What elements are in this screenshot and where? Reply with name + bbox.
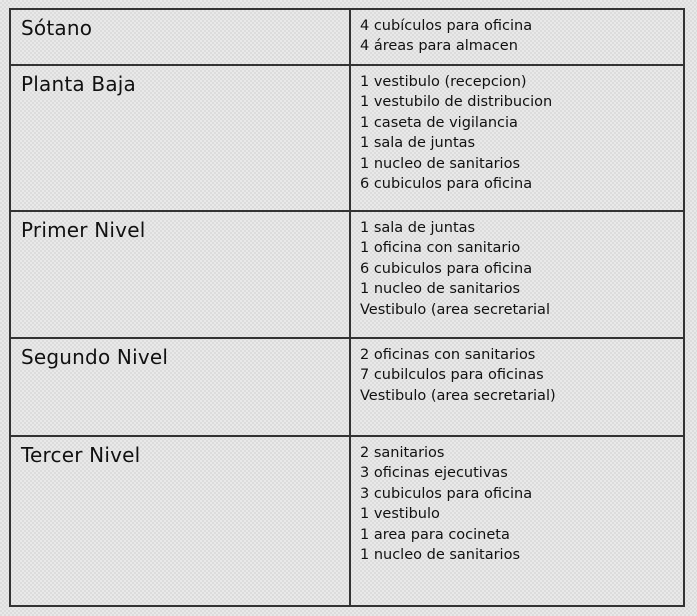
space-item: 1 nucleo de sanitarios xyxy=(360,281,520,298)
space-item: 1 sala de juntas xyxy=(360,135,476,152)
table-row: Primer Nivel 1 sala de juntas 1 oficina co… xyxy=(9,210,685,339)
space-item: Vestibulo (area secretarial) xyxy=(360,387,556,404)
level-name: Sótano xyxy=(9,8,351,66)
space-item: 1 nucleo de sanitarios xyxy=(360,547,520,564)
space-item: 1 sala de juntas xyxy=(360,220,476,236)
space-item: 1 vestibulo xyxy=(360,506,440,523)
space-item: 1 vestubilo de distribucion xyxy=(360,94,553,111)
floor-program-table: Sótano 4 cubículos para oficina 4 áreas pa… xyxy=(9,8,685,607)
space-item: 2 oficinas con sanitarios xyxy=(360,347,536,363)
space-item: 4 cubículos para oficina xyxy=(360,18,533,34)
level-spaces: 4 cubículos para oficina 4 áreas para alm… xyxy=(349,8,685,66)
table-row: Tercer Nivel 2 sanitarios 3 oficinas ejecu… xyxy=(9,435,685,607)
level-name: Tercer Nivel xyxy=(9,435,351,607)
space-item: 2 sanitarios xyxy=(360,445,445,461)
space-item: 3 oficinas ejecutivas xyxy=(360,465,508,482)
level-spaces: 2 sanitarios 3 oficinas ejecutivas 3 cubic… xyxy=(349,435,685,607)
level-name: Planta Baja xyxy=(9,64,351,212)
space-item: 4 áreas para almacen xyxy=(360,38,518,55)
space-item: 6 cubiculos para oficina xyxy=(360,176,533,193)
space-item: 1 vestibulo (recepcion) xyxy=(360,74,527,90)
level-name: Primer Nivel xyxy=(9,210,351,339)
space-item: 3 cubiculos para oficina xyxy=(360,485,533,502)
space-item: 1 area para cocineta xyxy=(360,526,510,543)
space-item: Vestibulo (area secretarial xyxy=(360,301,550,318)
level-spaces: 2 oficinas con sanitarios 7 cubilculos pa… xyxy=(349,337,685,437)
space-item: 6 cubiculos para oficina xyxy=(360,260,533,277)
space-item: 7 cubilculos para oficinas xyxy=(360,367,544,384)
space-item: 1 nucleo de sanitarios xyxy=(360,155,520,172)
table-row: Sótano 4 cubículos para oficina 4 áreas pa… xyxy=(9,8,685,66)
table-row: Segundo Nivel 2 oficinas con sanitarios 7 … xyxy=(9,337,685,437)
space-item: 1 oficina con sanitario xyxy=(360,240,521,257)
level-spaces: 1 vestibulo (recepcion) 1 vestubilo de di… xyxy=(349,64,685,212)
level-spaces: 1 sala de juntas 1 oficina con sanitario 6… xyxy=(349,210,685,339)
table-row: Planta Baja 1 vestibulo (recepcion) 1 vest… xyxy=(9,64,685,212)
level-name: Segundo Nivel xyxy=(9,337,351,437)
space-item: 1 caseta de vigilancia xyxy=(360,114,518,131)
